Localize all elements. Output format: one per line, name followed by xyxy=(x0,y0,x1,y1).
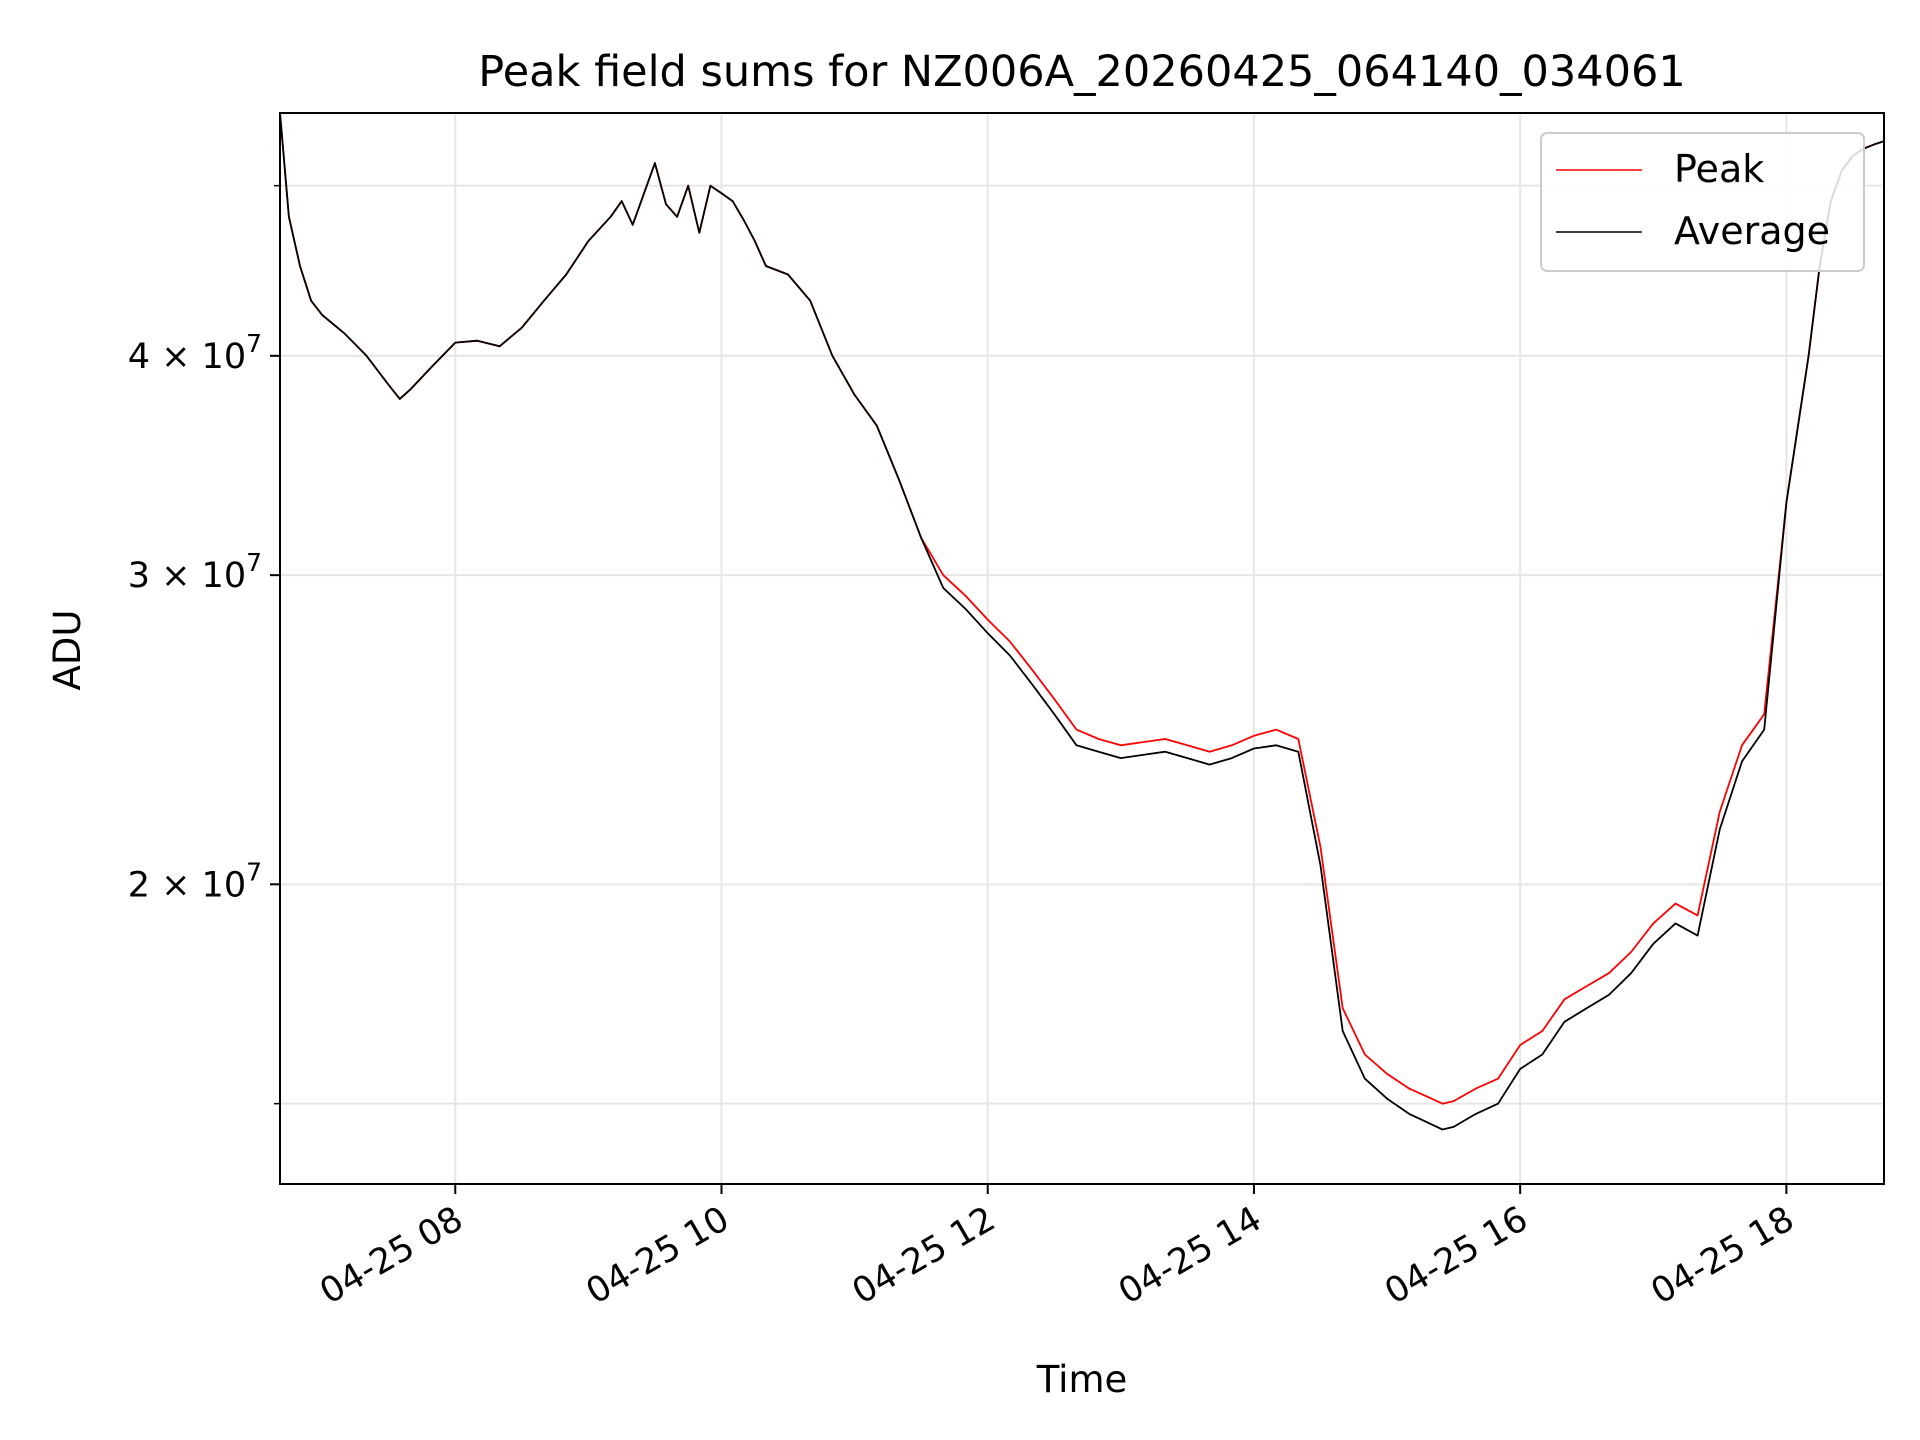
y-axis-label: ADU xyxy=(46,610,89,691)
legend: Peak Average xyxy=(1540,132,1865,272)
y-tick-label: 4 × 107 xyxy=(128,329,262,377)
legend-label-peak: Peak xyxy=(1674,147,1764,191)
plot-series xyxy=(279,112,1885,1131)
axes-frame xyxy=(279,112,1885,1185)
y-tick-label: 3 × 107 xyxy=(128,548,262,596)
series-line-average xyxy=(279,112,1885,1131)
y-tick-label: 2 × 107 xyxy=(128,857,262,905)
legend-box xyxy=(1540,132,1865,272)
chart-title: Peak field sums for NZ006A_20260425_0641… xyxy=(478,47,1685,97)
legend-label-average: Average xyxy=(1674,209,1830,253)
x-axis-label: Time xyxy=(1036,1358,1128,1401)
